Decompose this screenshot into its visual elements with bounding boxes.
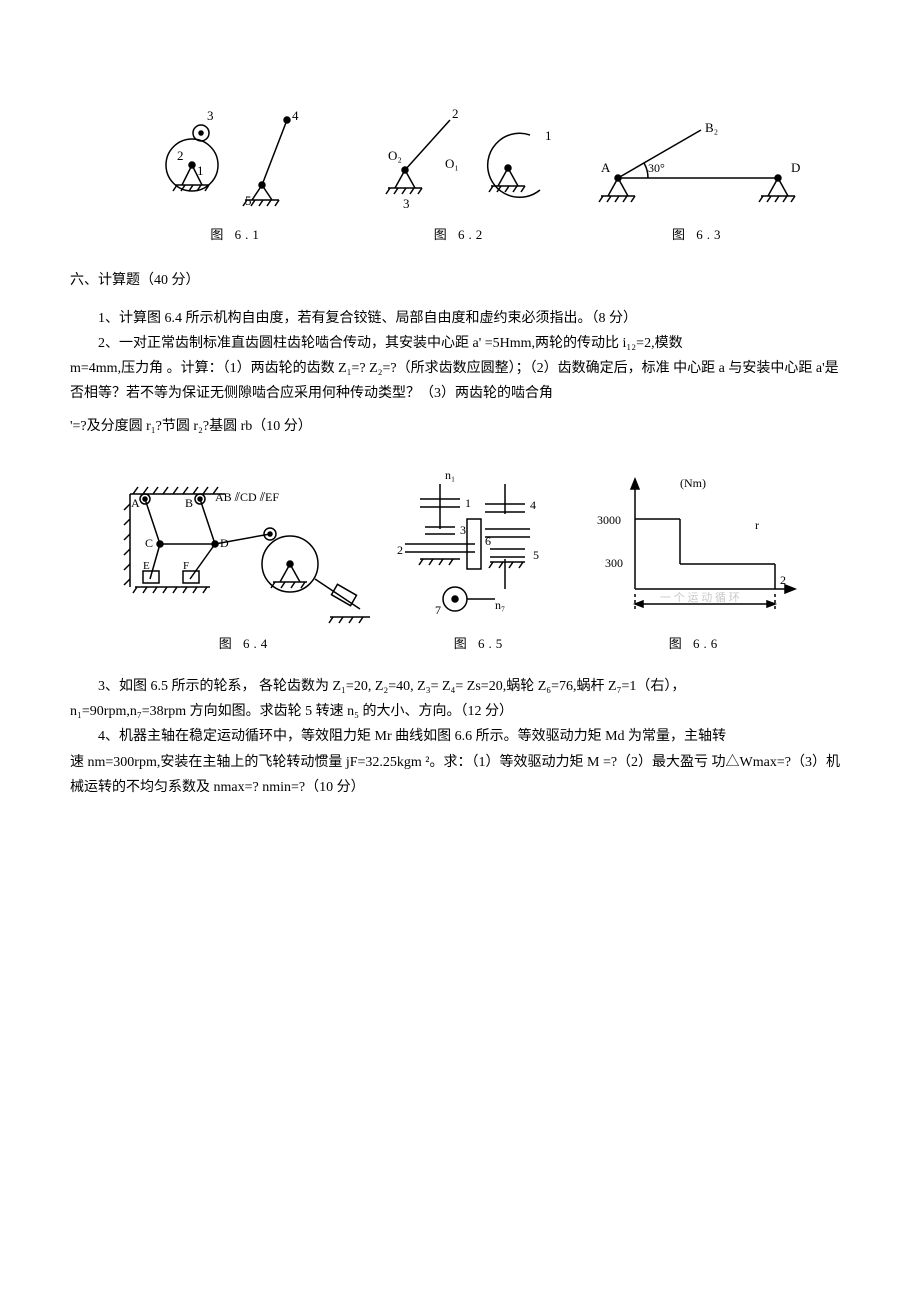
fig65-n1: n₁: [445, 468, 455, 482]
fig65-n7: n₇: [495, 598, 505, 612]
problem-3-line1: 3、如图 6.5 所示的轮系， 各轮齿数为 Z₁=20, Z₂=40, Z₃= …: [70, 674, 850, 699]
fig63-label-D: D: [791, 160, 800, 175]
fig62-label-o1: O₁: [445, 156, 459, 171]
fig66-y3000: 3000: [597, 513, 621, 527]
fig62-label-3: 3: [403, 196, 410, 211]
section-6-heading: 六、计算题（40 分）: [70, 270, 850, 291]
fig61-label-1: 1: [197, 163, 204, 178]
problem-4-line2: 速 nm=300rpm,安装在主轴上的飞轮转动惯量 jF=32.25kgm ²。…: [70, 750, 850, 800]
fig61-label-4: 4: [292, 108, 299, 123]
fig61-label-3: 3: [207, 108, 214, 123]
fig65-l4: 4: [530, 498, 536, 512]
figure-6-2: 2 O₂ O₁ 3 1 图 6.2: [360, 80, 560, 245]
fig64-svg: A B C D E F AB ⫽CD ⫽EF: [115, 469, 375, 629]
figure-6-4: A B C D E F AB ⫽CD ⫽EF 图 6.4: [115, 469, 375, 654]
fig65-l2: 2: [397, 543, 403, 557]
fig66-y300: 300: [605, 556, 623, 570]
fig63-label-angle: 30°: [648, 161, 665, 175]
fig65-l5: 5: [533, 548, 539, 562]
fig61-caption: 图 6.1: [210, 225, 263, 245]
fig61-label-5: 5: [245, 193, 252, 208]
figure-6-6: (Nm) 3000 300 r 2 一 个 运 动 循 环 图 6.6: [585, 469, 805, 654]
problem-4-line1: 4、机器主轴在稳定运动循环中，等效阻力矩 Mr 曲线如图 6.6 所示。等效驱动…: [70, 724, 850, 749]
fig64-caption: 图 6.4: [219, 634, 272, 654]
fig63-label-A: A: [601, 160, 611, 175]
problem-2-line2: m=4mm,压力角 。计算：（1）两齿轮的齿数 Z₁=? Z₂=?（所求齿数应圆…: [70, 356, 850, 406]
fig62-caption: 图 6.2: [434, 225, 487, 245]
fig66-cycle: 一 个 运 动 循 环: [660, 591, 740, 604]
figure-row-1: 3 4 2 1 5 图 6.1: [70, 80, 850, 245]
fig62-svg: 2 O₂ O₁ 3 1: [360, 80, 560, 220]
fig64-A: A: [131, 496, 140, 510]
fig61-label-2: 2: [177, 148, 184, 163]
figure-6-5: n₁ 1 4 3 6 2 5 7 n₇ 图 6.5: [385, 459, 575, 654]
figure-6-1: 3 4 2 1 5 图 6.1: [147, 80, 327, 245]
problem-1: 1、计算图 6.4 所示机构自由度，若有复合铰链、局部自由度和虚约束必须指出。（…: [70, 306, 850, 331]
fig65-l3: 3: [460, 523, 466, 537]
fig61-svg: 3 4 2 1 5: [147, 80, 327, 220]
fig62-label-o2: O₂: [388, 148, 402, 163]
fig64-F: F: [183, 560, 189, 572]
fig66-r: r: [755, 518, 759, 532]
fig66-svg: (Nm) 3000 300 r 2 一 个 运 动 循 环: [585, 469, 805, 629]
problem-2-line1: 2、一对正常齿制标准直齿圆柱齿轮啮合传动，其安装中心距 a' =5Hmm,两轮的…: [70, 331, 850, 356]
fig65-l7: 7: [435, 603, 441, 617]
problem-2-line3: '=?及分度圆 r₁?节圆 r₂?基圆 rb（10 分）: [70, 414, 850, 439]
figure-row-2: A B C D E F AB ⫽CD ⫽EF 图 6.4: [70, 459, 850, 654]
fig66-ylabel: (Nm): [680, 476, 706, 490]
fig63-svg: A B₂ D 30°: [593, 100, 803, 220]
fig62-label-2: 2: [452, 106, 459, 121]
fig64-C: C: [145, 536, 153, 550]
fig66-caption: 图 6.6: [669, 634, 722, 654]
fig65-l1: 1: [465, 496, 471, 510]
fig65-caption: 图 6.5: [454, 634, 507, 654]
fig65-l6: 6: [485, 534, 491, 548]
fig63-caption: 图 6.3: [672, 225, 725, 245]
fig64-D: D: [220, 536, 229, 550]
fig64-E: E: [143, 560, 150, 572]
figure-6-3: A B₂ D 30° 图 6.3: [593, 100, 803, 245]
fig64-B: B: [185, 496, 193, 510]
fig65-svg: n₁ 1 4 3 6 2 5 7 n₇: [385, 459, 575, 629]
fig66-x2: 2: [780, 573, 786, 587]
fig64-note: AB ⫽CD ⫽EF: [215, 490, 279, 504]
problem-3-line2: n₁=90rpm,n₇=38rpm 方向如图。求齿轮 5 转速 n₅ 的大小、方…: [70, 699, 850, 724]
fig62-label-1: 1: [545, 128, 552, 143]
fig63-label-B2: B₂: [705, 120, 718, 135]
